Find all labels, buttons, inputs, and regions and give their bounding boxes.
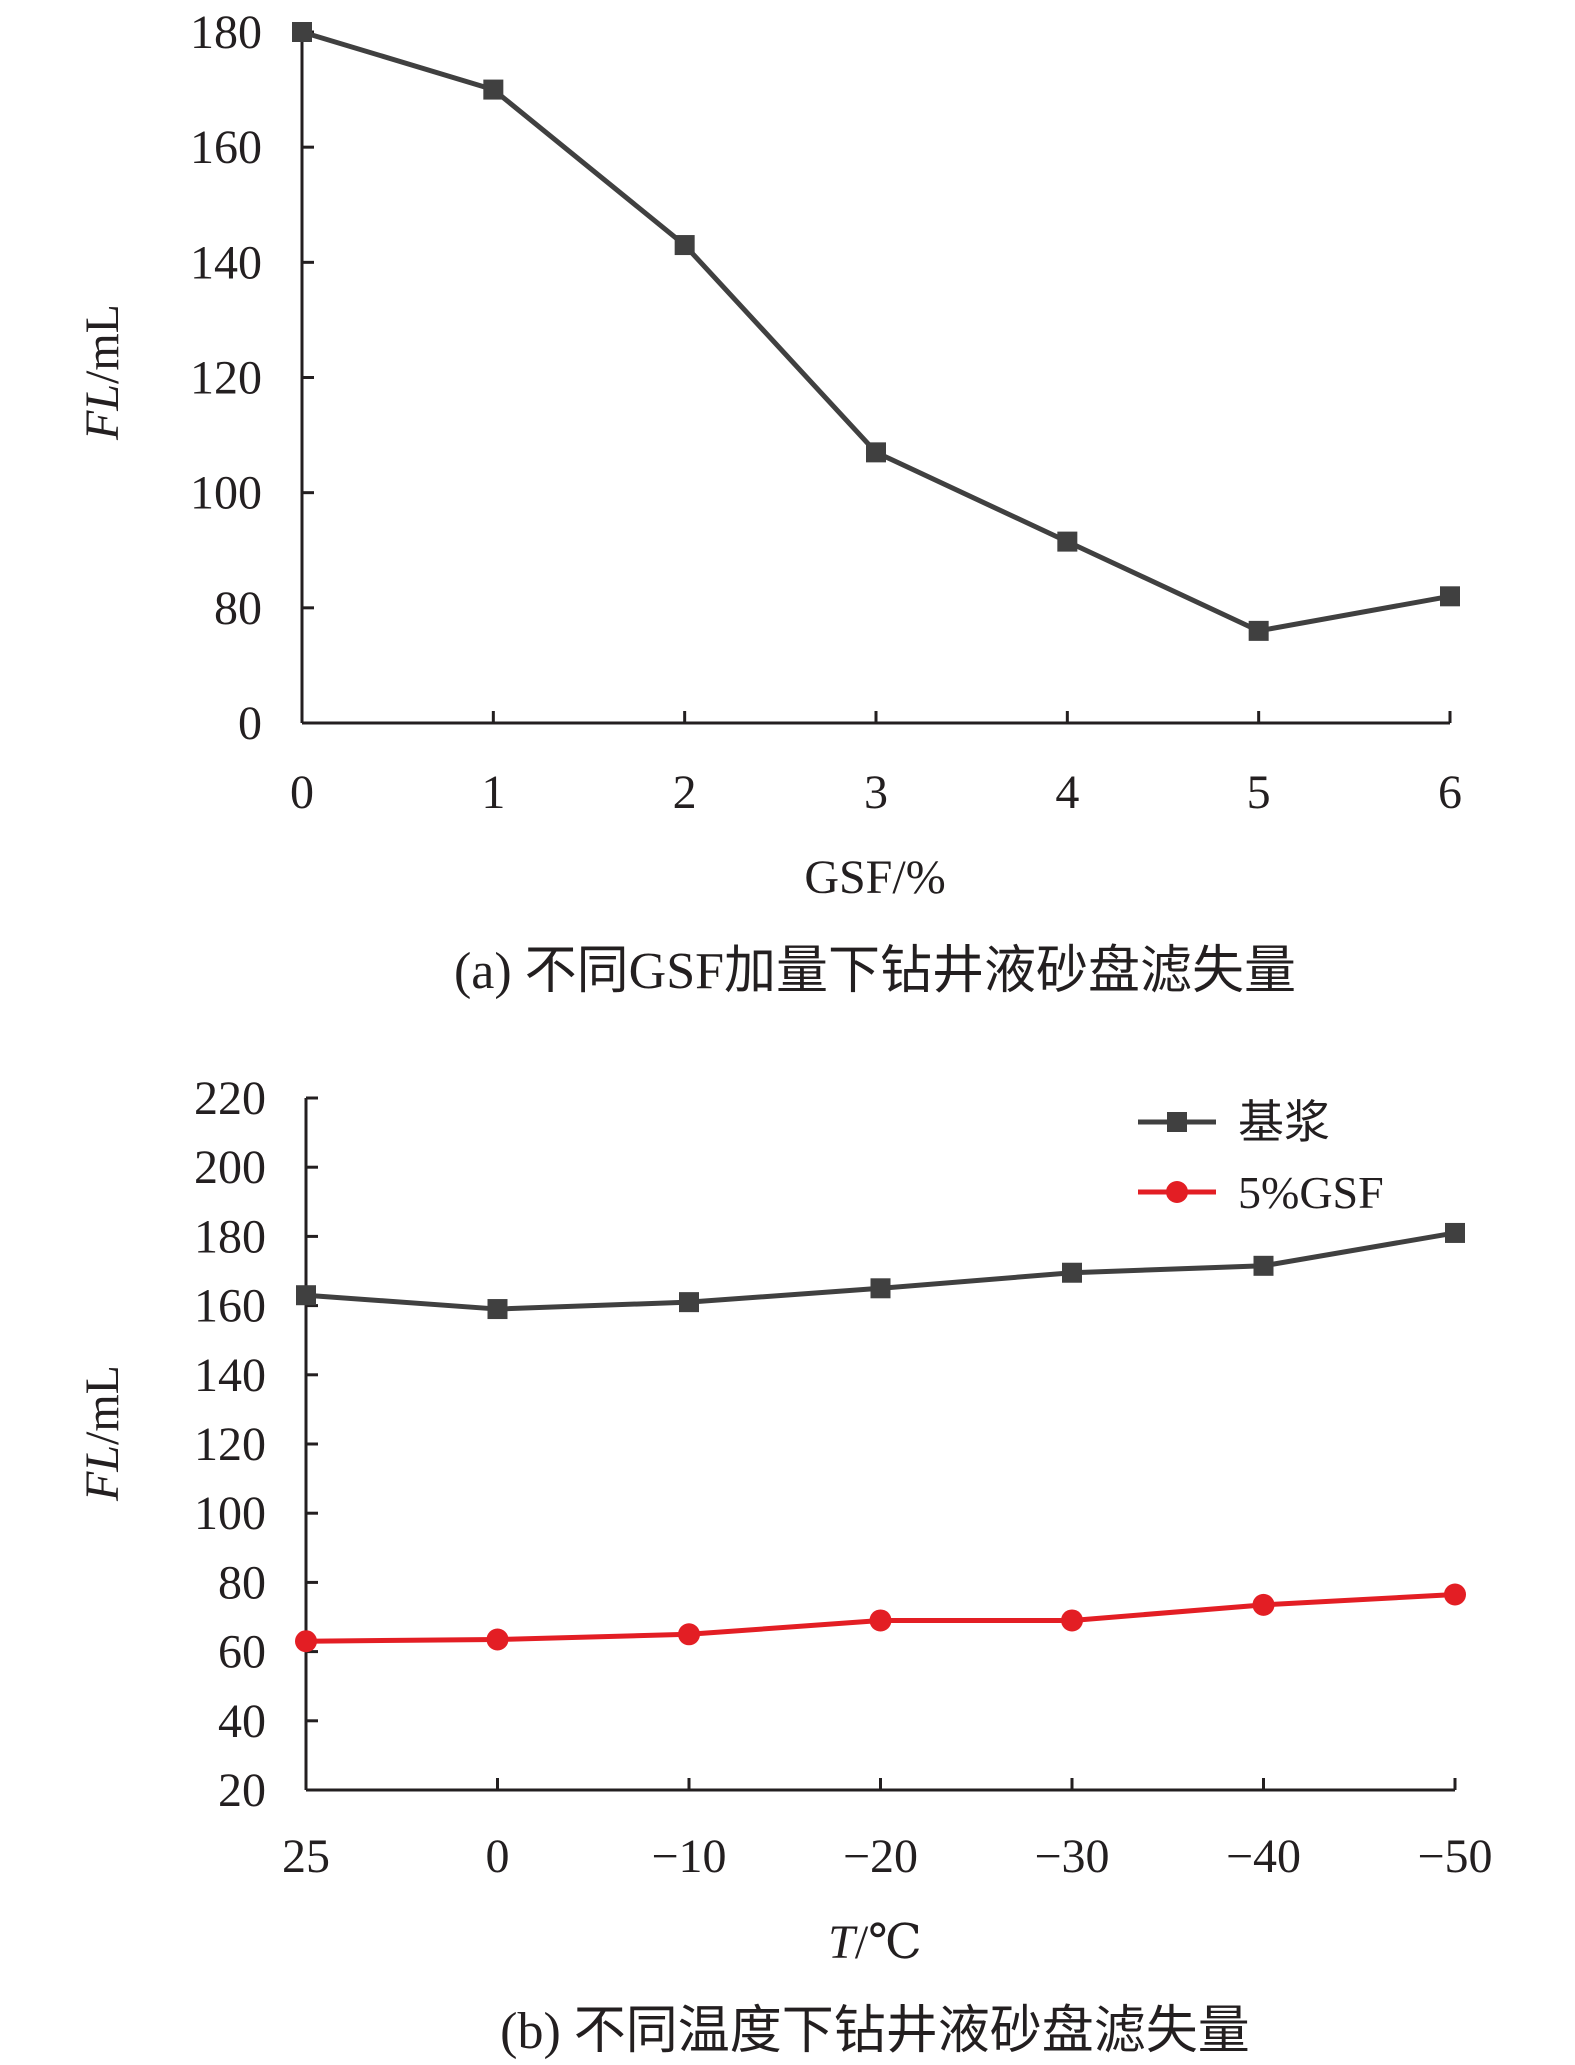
chart-a-data-point (866, 442, 886, 463)
chart-b-x-tick-label: 0 (486, 1830, 510, 1883)
legend-item-gsf: 5%GSF (1138, 1167, 1384, 1218)
chart-a-x-tick-label: 6 (1438, 766, 1462, 819)
chart-b-y-tick-label: 140 (194, 1349, 266, 1402)
chart-a-series-line (301, 29, 1451, 634)
chart-b-xlabel-var: T (828, 1916, 858, 1969)
chart-a-y-tick-label: 140 (190, 236, 262, 289)
chart-b-xlabel: T/℃ (828, 1916, 922, 1969)
chart-b-y-tick-label: 200 (194, 1141, 266, 1194)
legend-item-base: 基浆 (1138, 1097, 1330, 1148)
chart-a-data-point (674, 235, 695, 256)
legend-base-marker (1167, 1112, 1187, 1132)
chart-b-data-point-1 (1061, 1609, 1083, 1632)
chart-b: 20 40 60 80 100 120 140 160 180 200 220 25 0 −10 −20 −3… (76, 1072, 1493, 2060)
chart-a-y-tick-label: 120 (190, 352, 262, 405)
chart-b-data-point-1 (1444, 1583, 1466, 1606)
chart-b-data-point-0 (870, 1278, 891, 1299)
chart-b-x-tick-label: −30 (1034, 1830, 1109, 1883)
chart-b-y-tick-label: 220 (194, 1072, 266, 1125)
chart-b-data-point-1 (295, 1630, 317, 1653)
chart-b-xlabel-unit: /℃ (855, 1916, 922, 1969)
chart-a-data-point (1440, 586, 1460, 607)
chart-b-legend: 基浆 5%GSF (1138, 1097, 1384, 1218)
chart-b-ylabel: FL/mL (76, 1365, 129, 1502)
chart-a-xlabel: GSF/% (804, 851, 945, 904)
chart-a-y-tick-label: 80 (214, 582, 262, 635)
chart-b-y-tick-label: 60 (218, 1626, 266, 1679)
chart-b-x-tick-label: −50 (1417, 1830, 1492, 1883)
chart-b-ylabel-var: FL (76, 1445, 129, 1502)
chart-a-x-tick-label: 3 (864, 766, 888, 819)
chart-b-data-point-0 (1062, 1262, 1082, 1283)
chart-a-ylabel: FL/mL (76, 304, 129, 441)
chart-a-axes (300, 26, 1452, 725)
chart-a-data-point (1248, 620, 1269, 641)
legend-gsf-label: 5%GSF (1238, 1167, 1384, 1218)
chart-b-x-tick-label: 25 (282, 1830, 330, 1883)
chart-a: 0 80 100 120 140 160 180 0 1 2 3 4 5 6 FL/mL GSF/% (a… (76, 6, 1462, 1000)
chart-b-axes (304, 1096, 1457, 1792)
chart-a-data-point (483, 79, 504, 100)
chart-b-y-tick-label: 180 (194, 1210, 266, 1263)
chart-b-data-point-1 (1252, 1593, 1275, 1616)
chart-b-data-point-0 (679, 1292, 699, 1313)
chart-b-caption: (b) 不同温度下钻井液砂盘滤失量 (500, 2003, 1250, 2060)
chart-b-data-point-0 (1253, 1255, 1274, 1276)
chart-a-x-tick-label: 4 (1055, 766, 1079, 819)
chart-b-x-tick-label: −20 (843, 1830, 918, 1883)
chart-b-y-tick-label: 20 (218, 1764, 266, 1817)
chart-b-data-point-0 (487, 1299, 508, 1320)
chart-a-x-tick-label: 0 (290, 766, 314, 819)
chart-b-ylabel-unit: /mL (76, 1365, 129, 1445)
chart-a-x-tick-label: 5 (1247, 766, 1271, 819)
legend-base-label: 基浆 (1238, 1097, 1330, 1148)
chart-b-tick-labels: 20 40 60 80 100 120 140 160 180 200 220 25 0 −10 −20 −3… (194, 1072, 1493, 1883)
chart-a-ylabel-unit: /mL (76, 304, 129, 384)
chart-b-y-tick-label: 100 (194, 1487, 266, 1540)
chart-b-data-point-1 (869, 1609, 892, 1632)
chart-b-data-point-1 (678, 1623, 700, 1646)
chart-b-y-tick-label: 160 (194, 1280, 266, 1333)
chart-a-x-tick-label: 1 (481, 766, 505, 819)
chart-b-y-tick-label: 40 (218, 1695, 266, 1748)
chart-b-y-tick-label: 80 (218, 1556, 266, 1609)
chart-a-tick-labels: 0 80 100 120 140 160 180 0 1 2 3 4 5 6 (190, 6, 1462, 819)
chart-a-data-point (1057, 531, 1078, 552)
chart-b-x-tick-label: −40 (1226, 1830, 1301, 1883)
chart-a-data-point (292, 22, 312, 42)
chart-a-y-tick-label: 180 (190, 6, 262, 59)
chart-a-x-tick-label: 2 (673, 766, 697, 819)
chart-b-data-point-1 (486, 1628, 509, 1651)
chart-b-x-tick-label: −10 (651, 1830, 726, 1883)
legend-gsf-marker (1166, 1181, 1188, 1203)
chart-a-y-tick-label: 160 (190, 121, 262, 174)
chart-b-y-tick-label: 120 (194, 1418, 266, 1471)
chart-a-caption: (a) 不同GSF加量下钻井液砂盘滤失量 (454, 943, 1296, 1000)
chart-b-series (295, 1222, 1466, 1653)
chart-a-y-tick-label: 100 (190, 467, 262, 520)
chart-a-ylabel-var: FL (76, 384, 129, 441)
chart-a-y-tick-label: 0 (238, 697, 262, 750)
chart-b-data-point-0 (1445, 1222, 1465, 1243)
chart-b-data-point-0 (296, 1285, 316, 1306)
chart-a-series (292, 22, 1460, 641)
